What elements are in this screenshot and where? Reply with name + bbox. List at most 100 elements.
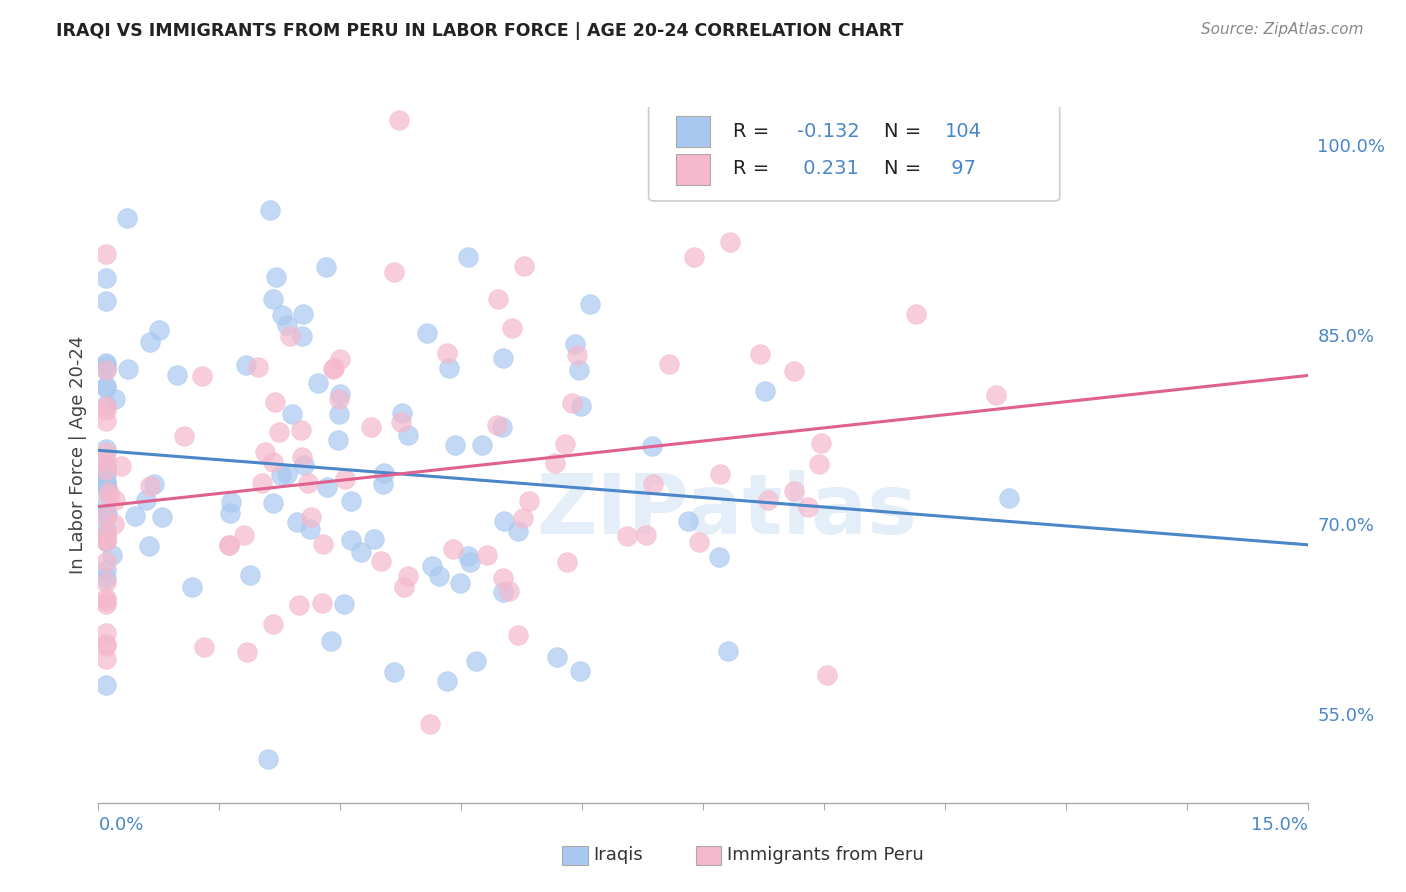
Point — [138, 539, 160, 553]
Point — [579, 296, 602, 310]
Point — [641, 439, 664, 453]
Point — [492, 584, 515, 599]
Point — [259, 202, 281, 217]
Point — [444, 438, 467, 452]
Point — [285, 516, 308, 530]
Point — [96, 522, 118, 536]
Point — [554, 437, 576, 451]
Point — [96, 528, 118, 542]
Point — [688, 535, 710, 549]
Point — [96, 594, 118, 608]
Point — [328, 392, 350, 406]
Point — [291, 450, 314, 465]
Point — [278, 329, 301, 343]
Point — [783, 364, 806, 378]
Point — [96, 533, 118, 548]
Text: N =: N = — [884, 159, 928, 178]
Point — [117, 362, 139, 376]
Point — [218, 538, 240, 552]
Point — [501, 320, 523, 334]
Point — [457, 250, 479, 264]
Point — [246, 360, 269, 375]
Point — [96, 527, 118, 541]
Point — [491, 420, 513, 434]
Point — [134, 492, 156, 507]
Point — [96, 555, 118, 569]
Point — [104, 392, 127, 406]
Point — [101, 548, 124, 562]
Point — [257, 752, 280, 766]
Point — [270, 467, 292, 482]
Point — [96, 510, 118, 524]
Point — [796, 500, 818, 514]
Point — [339, 493, 361, 508]
Text: N =: N = — [884, 122, 928, 141]
Point — [115, 211, 138, 225]
Point — [96, 508, 118, 522]
Point — [96, 534, 118, 549]
Point — [235, 358, 257, 372]
Point — [513, 259, 536, 273]
Point — [709, 550, 731, 565]
Point — [263, 395, 285, 409]
Text: Iraqis: Iraqis — [593, 847, 643, 864]
Point — [291, 307, 314, 321]
Point — [150, 509, 173, 524]
Point — [316, 479, 339, 493]
Point — [326, 434, 349, 448]
Point — [616, 529, 638, 543]
Bar — [676, 116, 710, 147]
Y-axis label: In Labor Force | Age 20-24: In Labor Force | Age 20-24 — [69, 335, 87, 574]
Point — [749, 347, 772, 361]
Point — [262, 495, 284, 509]
Point — [96, 454, 118, 468]
Point — [363, 533, 385, 547]
Point — [96, 625, 118, 640]
Text: R =: R = — [734, 122, 776, 141]
Point — [392, 580, 415, 594]
Point — [475, 548, 498, 562]
Point — [457, 549, 479, 564]
Point — [718, 235, 741, 249]
Point — [262, 616, 284, 631]
Point — [96, 475, 118, 490]
Point — [321, 634, 343, 648]
Point — [335, 472, 357, 486]
Point — [142, 477, 165, 491]
Point — [441, 541, 464, 556]
Point — [96, 637, 118, 651]
Point — [96, 398, 118, 412]
Point — [96, 468, 118, 483]
Point — [96, 563, 118, 577]
Point — [96, 445, 118, 459]
Point — [98, 485, 121, 500]
Point — [508, 524, 530, 538]
Point — [565, 348, 588, 362]
Point — [287, 598, 309, 612]
Point — [311, 596, 333, 610]
Point — [568, 363, 591, 377]
Point — [262, 455, 284, 469]
Point — [103, 516, 125, 531]
Point — [96, 533, 118, 547]
Point — [264, 269, 287, 284]
Point — [658, 357, 681, 371]
Point — [96, 362, 118, 376]
Point — [350, 545, 373, 559]
Point — [219, 495, 242, 509]
Point — [96, 678, 118, 692]
Point — [267, 425, 290, 439]
Point — [340, 533, 363, 547]
Point — [96, 571, 118, 585]
Point — [96, 247, 118, 261]
Point — [643, 477, 665, 491]
Point — [96, 414, 118, 428]
Point — [96, 483, 118, 497]
Point — [986, 387, 1008, 401]
Point — [449, 576, 471, 591]
Point — [427, 569, 450, 583]
Point — [104, 492, 127, 507]
Point — [191, 369, 214, 384]
Text: 97: 97 — [945, 159, 976, 178]
Point — [464, 654, 486, 668]
